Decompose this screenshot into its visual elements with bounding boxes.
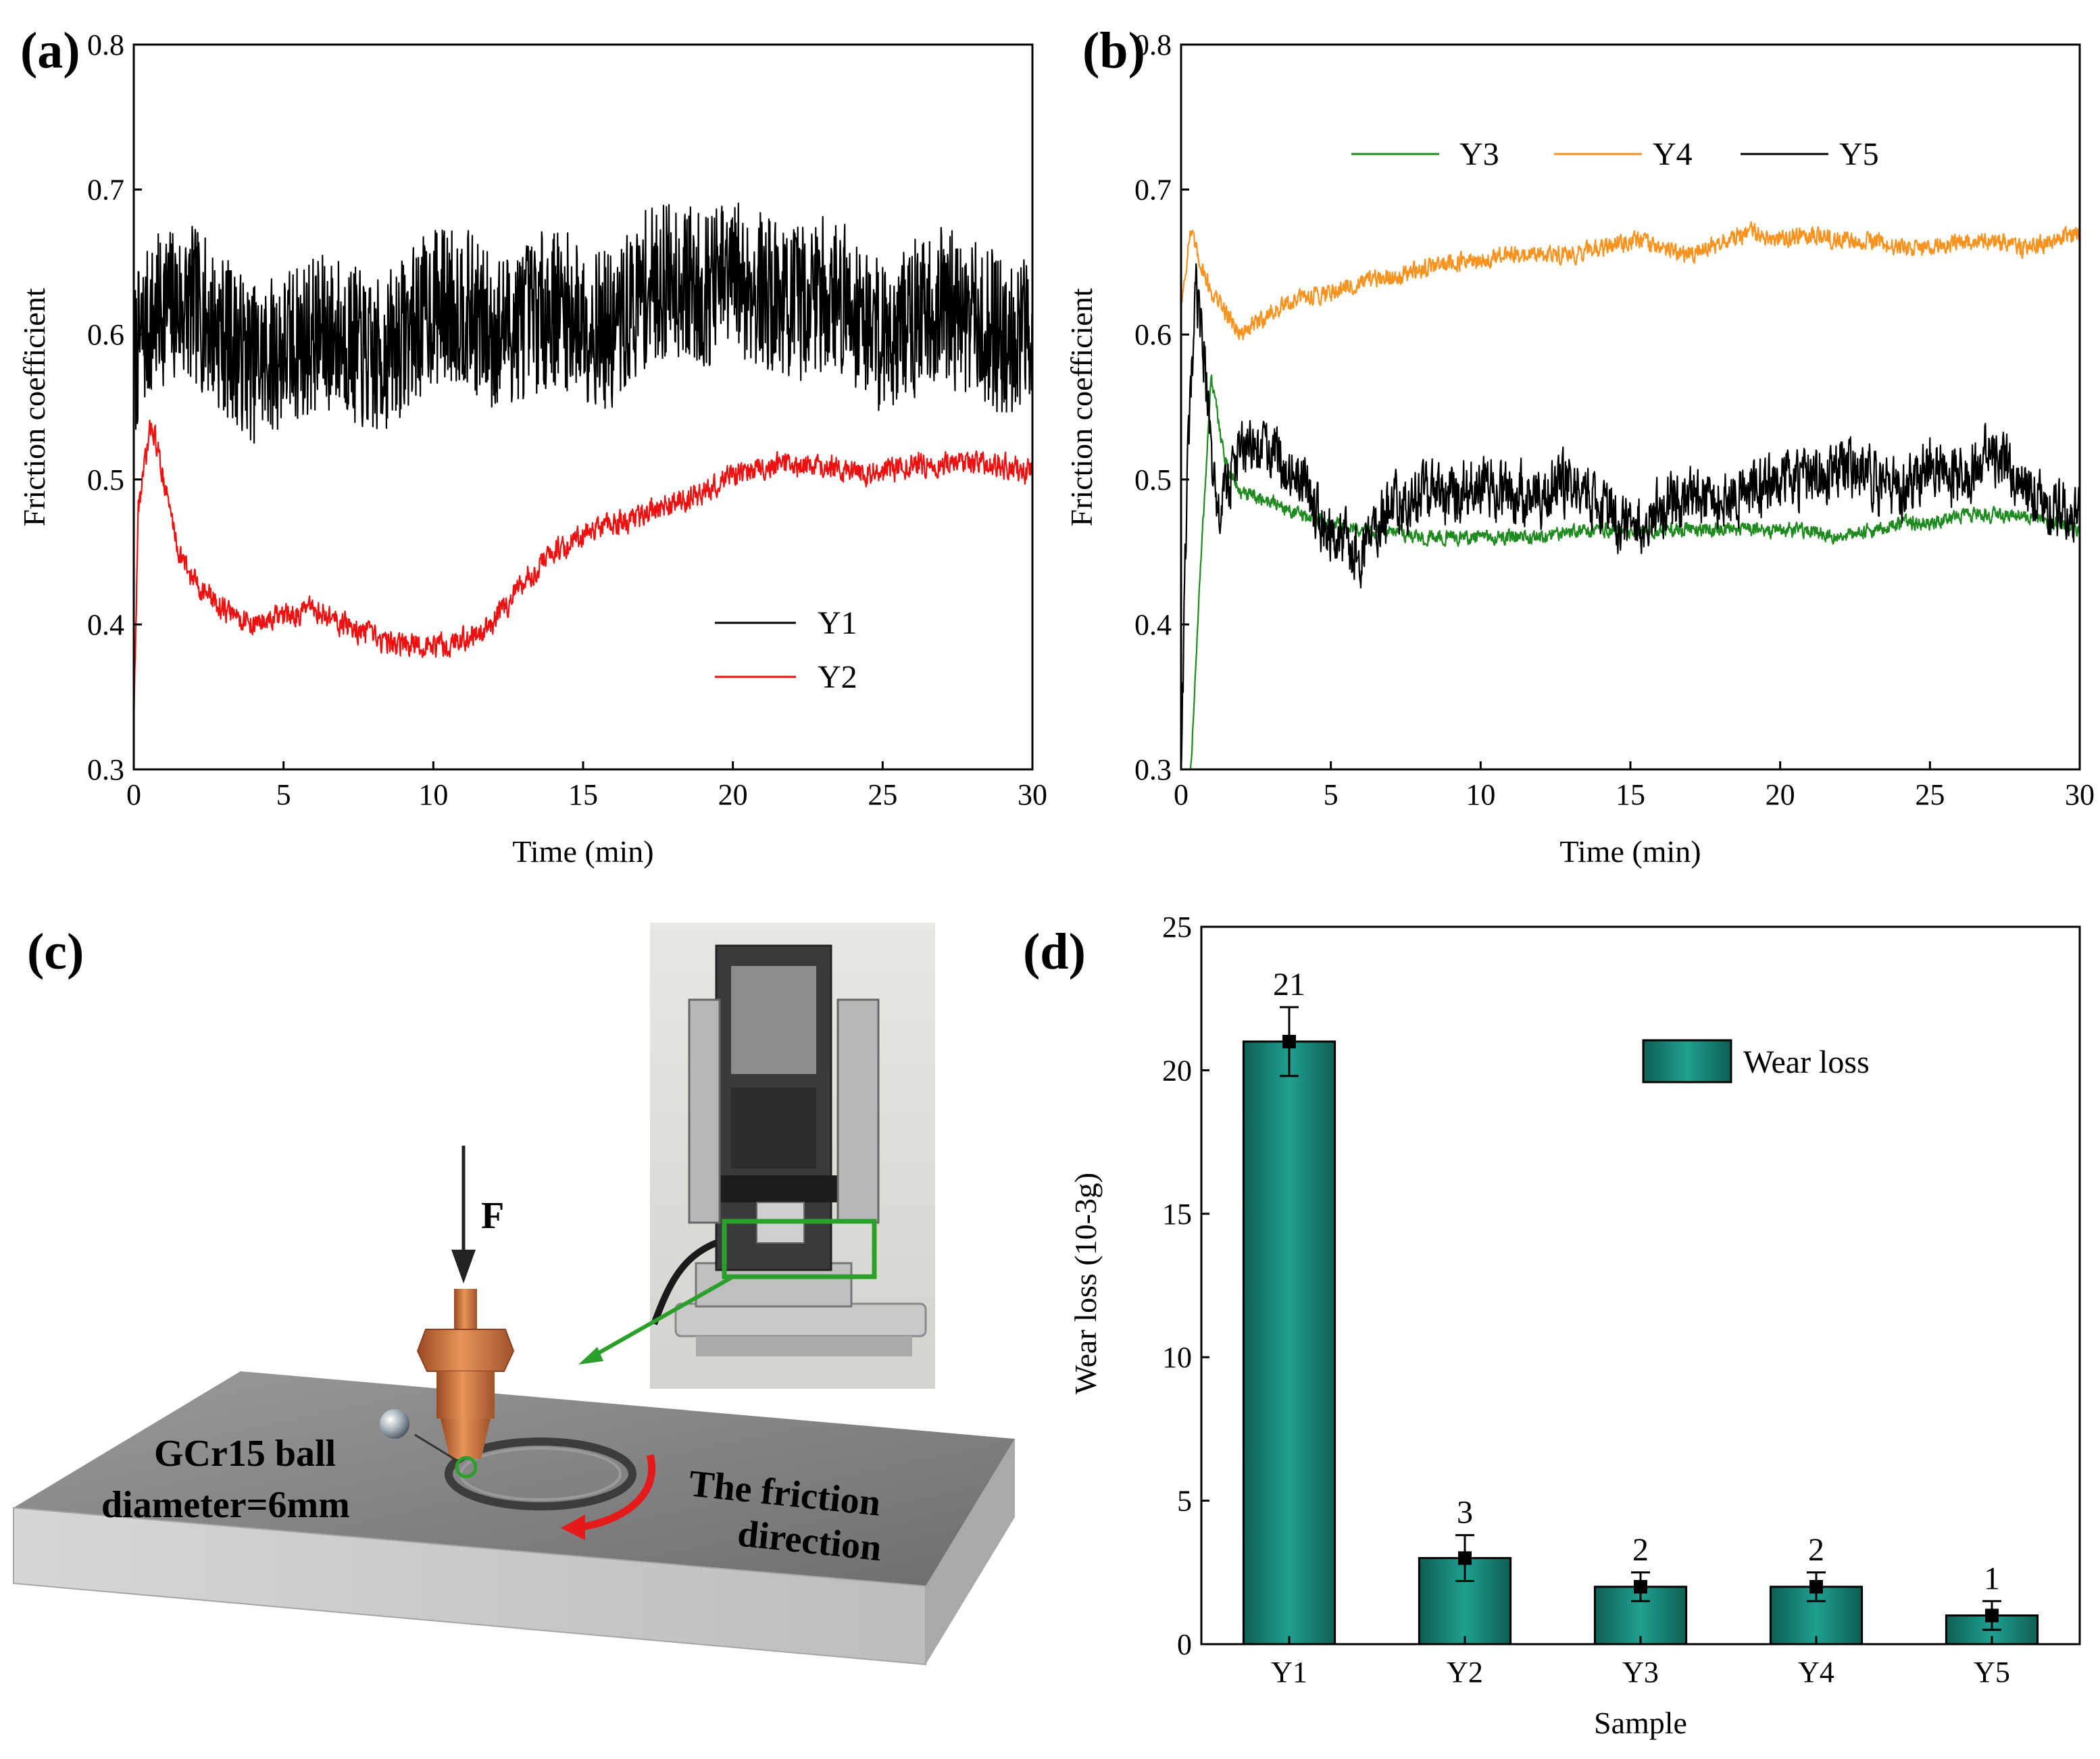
panel-d-legend: Wear loss [1642, 1039, 1870, 1084]
x-tick-label: 0 [1174, 778, 1189, 811]
bar-value-label: 1 [1984, 1560, 2000, 1596]
series-line-y1 [132, 202, 1034, 444]
x-tick-label: 20 [1766, 778, 1795, 811]
series-line-y4 [1180, 221, 2081, 340]
bar-y1 [1242, 1040, 1336, 1646]
mean-marker [1282, 1034, 1296, 1048]
panel-d-y-axis-title: Wear loss (10-3g) [1068, 1173, 1103, 1394]
panel-a-letter: (a) [20, 22, 80, 79]
x-tick-label: Y3 [1622, 1656, 1659, 1689]
panel-b-plot-area [1180, 221, 2081, 771]
wear-track [445, 1437, 636, 1510]
panel-a-ticks: 0 5 10 15 20 25 30 0.3 0.4 0.5 0.6 0.7 0.8 [87, 28, 1047, 811]
x-tick-label: 25 [868, 778, 897, 811]
panel-a-line-chart: (a) 0 5 10 15 20 25 30 0.3 0.4 0.5 0.6 0.7 0.8 Time … [17, 22, 1047, 869]
x-tick-label: Y2 [1447, 1656, 1483, 1689]
panel-b-legend: Y3 Y4 Y5 [1351, 136, 1879, 172]
x-tick-label: 30 [2065, 778, 2095, 811]
y-tick-label: 0.5 [1134, 463, 1172, 496]
y-tick-label: 0.7 [1134, 174, 1172, 207]
y-tick-label: 0.6 [87, 318, 124, 351]
ball-label-line1: GCr15 ball [154, 1433, 336, 1475]
y-tick-label: 0 [1177, 1628, 1192, 1661]
mean-marker [1634, 1580, 1647, 1594]
panel-a-legend: Y1 Y2 [715, 605, 857, 695]
bar-value-label: 2 [1632, 1532, 1649, 1568]
x-tick-label: 0 [126, 778, 141, 811]
photo-highlight-box [722, 1219, 877, 1279]
legend-label-y2: Y2 [818, 659, 857, 695]
x-tick-label: 15 [568, 778, 598, 811]
x-tick-label: 25 [1915, 778, 1945, 811]
panel-a-plot-area [132, 202, 1034, 732]
bar-value-label: 2 [1808, 1532, 1824, 1568]
ball-label-line2: diameter=6mm [101, 1484, 350, 1526]
pin-holder [416, 1289, 515, 1459]
legend-swatch-wear-loss [1642, 1039, 1732, 1084]
x-tick-label: 5 [1324, 778, 1339, 811]
series-line-y2 [132, 419, 1033, 732]
panel-b-letter: (b) [1082, 22, 1145, 79]
rotation-arrow [574, 1454, 656, 1532]
bar-value-label: 3 [1457, 1495, 1473, 1531]
panel-a-y-axis-title: Friction coefficient [17, 288, 51, 526]
sample-plate [13, 1371, 1015, 1666]
panel-a-x-axis-title: Time (min) [512, 834, 653, 869]
legend-label-wear-loss: Wear loss [1743, 1044, 1870, 1080]
panel-b-line-chart: (b) 0 5 10 15 20 25 30 0.3 0.4 0.5 0.6 0.7 0.8 Time … [1064, 22, 2095, 869]
y-tick-label: 0.3 [87, 753, 124, 786]
gcr15-ball [380, 1409, 409, 1439]
y-tick-label: 0.3 [1134, 753, 1172, 786]
force-label: F [481, 1195, 504, 1237]
mean-marker [1809, 1580, 1823, 1594]
y-tick-label: 25 [1162, 911, 1192, 944]
panel-b-ticks: 0 5 10 15 20 25 30 0.3 0.4 0.5 0.6 0.7 0.8 [1134, 28, 2095, 811]
series-line-y5 [1180, 263, 2081, 770]
legend-label-y5: Y5 [1839, 136, 1879, 172]
y-tick-label: 5 [1177, 1485, 1192, 1518]
y-tick-label: 0.5 [87, 463, 124, 496]
y-tick-label: 0.4 [1134, 608, 1172, 641]
y-tick-label: 0.8 [87, 28, 124, 61]
panel-c-schematic: (c) [13, 923, 1015, 1666]
x-tick-label: 10 [418, 778, 448, 811]
panel-d-x-axis-title: Sample [1594, 1706, 1687, 1740]
x-tick-label: 5 [276, 778, 291, 811]
zoom-arrow [586, 1275, 734, 1361]
y-tick-label: 15 [1162, 1198, 1192, 1231]
x-tick-label: 30 [1018, 778, 1047, 811]
x-tick-label: 10 [1466, 778, 1495, 811]
panel-d-ticks: 0 5 10 15 20 25 Y1 Y2 Y3 Y4 Y5 [1162, 911, 2010, 1689]
series-line-y3 [1180, 374, 2080, 771]
legend-label-y4: Y4 [1653, 136, 1693, 172]
panel-b-x-axis-title: Time (min) [1559, 834, 1701, 869]
panel-b-y-axis-title: Friction coefficient [1064, 288, 1099, 526]
legend-label-y3: Y3 [1459, 136, 1499, 172]
mean-marker [1458, 1551, 1472, 1565]
x-tick-label: Y4 [1798, 1656, 1834, 1689]
tribometer-photo [650, 923, 935, 1389]
y-tick-label: 0.7 [87, 174, 124, 207]
y-tick-label: 0.4 [87, 608, 124, 641]
x-tick-label: 15 [1616, 778, 1645, 811]
legend-label-y1: Y1 [818, 605, 857, 641]
mean-marker [1985, 1608, 1999, 1623]
y-tick-label: 20 [1162, 1054, 1192, 1087]
panel-c-letter: (c) [27, 923, 84, 980]
x-tick-label: Y1 [1271, 1656, 1307, 1689]
x-tick-label: Y5 [1974, 1656, 2010, 1689]
y-tick-label: 0.8 [1134, 28, 1172, 61]
bar-value-label: 21 [1273, 967, 1305, 1002]
y-tick-label: 0.6 [1134, 318, 1172, 351]
x-tick-label: 20 [718, 778, 748, 811]
panel-d-letter: (d) [1023, 923, 1086, 980]
contact-point-marker [455, 1456, 478, 1479]
y-tick-label: 10 [1162, 1341, 1192, 1374]
